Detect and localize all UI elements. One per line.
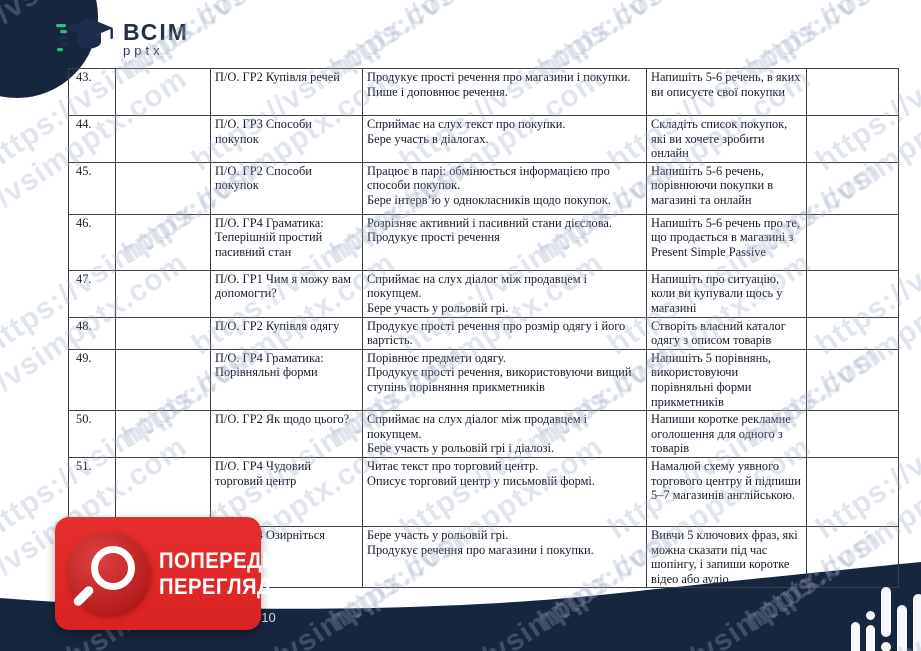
row-number-cell: 51.: [68, 456, 116, 527]
graduation-cap-icon: [56, 18, 113, 52]
table-row: 44. П/О. ГР3 Способи покупок Сприймає на с…: [68, 115, 899, 163]
notes-cell: [806, 348, 899, 412]
topic-cell: П/О. ГР2 Купівля речей: [210, 68, 363, 116]
description-cell: Сприймає на слух діалог між продавцем і …: [362, 410, 647, 458]
row-number-cell: 44.: [68, 115, 116, 163]
row-number-cell: 48.: [68, 316, 116, 350]
notes-cell: [806, 525, 899, 589]
date-cell: [115, 456, 211, 527]
bar-chart-icon: [830, 560, 921, 651]
row-number-cell: 43.: [68, 68, 116, 116]
task-cell: Намалюй схему уявного торгового центру й…: [646, 456, 807, 527]
date-cell: [115, 348, 211, 412]
table-row: 51. П/О. ГР4 Чудовий торговий центр Читає …: [68, 456, 899, 527]
date-cell: [115, 161, 211, 215]
preview-stamp-line2: ПЕРЕГЛЯД: [159, 573, 272, 599]
task-cell: Напишіть 5-6 речень, порівнюючи покупки …: [646, 161, 807, 215]
date-cell: [115, 115, 211, 163]
table-row: 49. П/О. ГР4 Граматика: Порівняльні форми…: [68, 348, 899, 412]
topic-cell: П/О. ГР3 Способи покупок: [210, 115, 363, 163]
description-cell: Сприймає на слух текст про покупки. Бере…: [362, 115, 647, 163]
description-cell: Сприймає на слух діалог між продавцем і …: [362, 269, 647, 318]
row-number-cell: 50.: [68, 410, 116, 458]
description-cell: Читає текст про торговий центр. Описує т…: [362, 456, 647, 527]
task-cell: Напишіть 5-6 речень про те, що продаєтьс…: [646, 213, 807, 271]
notes-cell: [806, 213, 899, 271]
brand-logo: ВСІМ pptx: [56, 16, 189, 62]
magnifier-handle: [71, 584, 96, 608]
row-number-cell: 47.: [68, 269, 116, 318]
date-cell: [115, 316, 211, 350]
preview-stamp-text: ПОПЕРЕДНІЙ ПЕРЕГЛЯД: [159, 548, 298, 600]
notes-cell: [806, 115, 899, 163]
date-cell: [115, 213, 211, 271]
notes-cell: [806, 410, 899, 458]
date-cell: [115, 410, 211, 458]
topic-cell: П/О. ГР2 Способи покупок: [210, 161, 363, 215]
task-cell: Складіть список покупок, які ви хочете з…: [646, 115, 807, 163]
preview-stamp-line1: ПОПЕРЕДНІЙ: [159, 547, 299, 573]
topic-cell: П/О. ГР2 Купівля одягу: [210, 316, 363, 350]
description-cell: Бере участь у рольовій грі. Продукує реч…: [362, 525, 647, 589]
task-cell: Напишіть 5 порівнянь, використовуючи пор…: [646, 348, 807, 412]
row-number-cell: 49.: [68, 348, 116, 412]
table-row: 47. П/О. ГР1 Чим я можу вам допомогти? Спр…: [68, 269, 899, 318]
task-cell: Створіть власний каталог одягу з описом …: [646, 316, 807, 350]
description-cell: Продукує прості речення про розмір одягу…: [362, 316, 647, 350]
topic-cell: П/О. ГР1 Чим я можу вам допомогти?: [210, 269, 363, 318]
task-cell: Напишіть про ситуацію, коли ви купували …: [646, 269, 807, 318]
description-cell: Працює в парі: обмінюється інформацією п…: [362, 161, 647, 215]
topic-cell: П/О. ГР4 Граматика: Теперішній простий п…: [210, 213, 363, 271]
brand-name: ВСІМ: [123, 18, 189, 45]
magnifier-ring: [91, 546, 135, 590]
lesson-plan-table: 43. П/О. ГР2 Купівля речей Продукує прості…: [68, 68, 899, 589]
task-cell: Напишіть 5-6 речень, в яких ви описуєте …: [646, 68, 807, 116]
notes-cell: [806, 316, 899, 350]
notes-cell: [806, 456, 899, 527]
table-row: 48. П/О. ГР2 Купівля одягу Продукує прості…: [68, 316, 899, 350]
notes-cell: [806, 161, 899, 215]
date-cell: [115, 68, 211, 116]
description-cell: Порівнює предмети одягу. Продукує прості…: [362, 348, 647, 412]
table-row: 45. П/О. ГР2 Способи покупок Працює в парі…: [68, 161, 899, 215]
table-row: 43. П/О. ГР2 Купівля речей Продукує прості…: [68, 68, 899, 116]
table-row: 50. П/О. ГР2 Як щодо цього? Сприймає на сл…: [68, 410, 899, 458]
description-cell: Розрізняє активний і пасивний стани дієс…: [362, 213, 647, 271]
brand-text: ВСІМ pptx: [123, 18, 189, 58]
topic-cell: П/О. ГР2 Як щодо цього?: [210, 410, 363, 458]
preview-stamp: ПОПЕРЕДНІЙ ПЕРЕГЛЯД: [55, 517, 298, 630]
date-cell: [115, 269, 211, 318]
magnifier-icon: [67, 532, 149, 614]
table-row: 46. П/О. ГР4 Граматика: Теперішній прости…: [68, 213, 899, 271]
description-cell: Продукує прості речення про магазини і п…: [362, 68, 647, 116]
topic-cell: П/О. ГР4 Граматика: Порівняльні форми: [210, 348, 363, 412]
task-cell: Вивчи 5 ключових фраз, які можна сказати…: [646, 525, 807, 589]
notes-cell: [806, 269, 899, 318]
row-number-cell: 46.: [68, 213, 116, 271]
task-cell: Напиши коротке рекламне оголошення для о…: [646, 410, 807, 458]
row-number-cell: 45.: [68, 161, 116, 215]
brand-sub: pptx: [123, 42, 164, 58]
notes-cell: [806, 68, 899, 116]
